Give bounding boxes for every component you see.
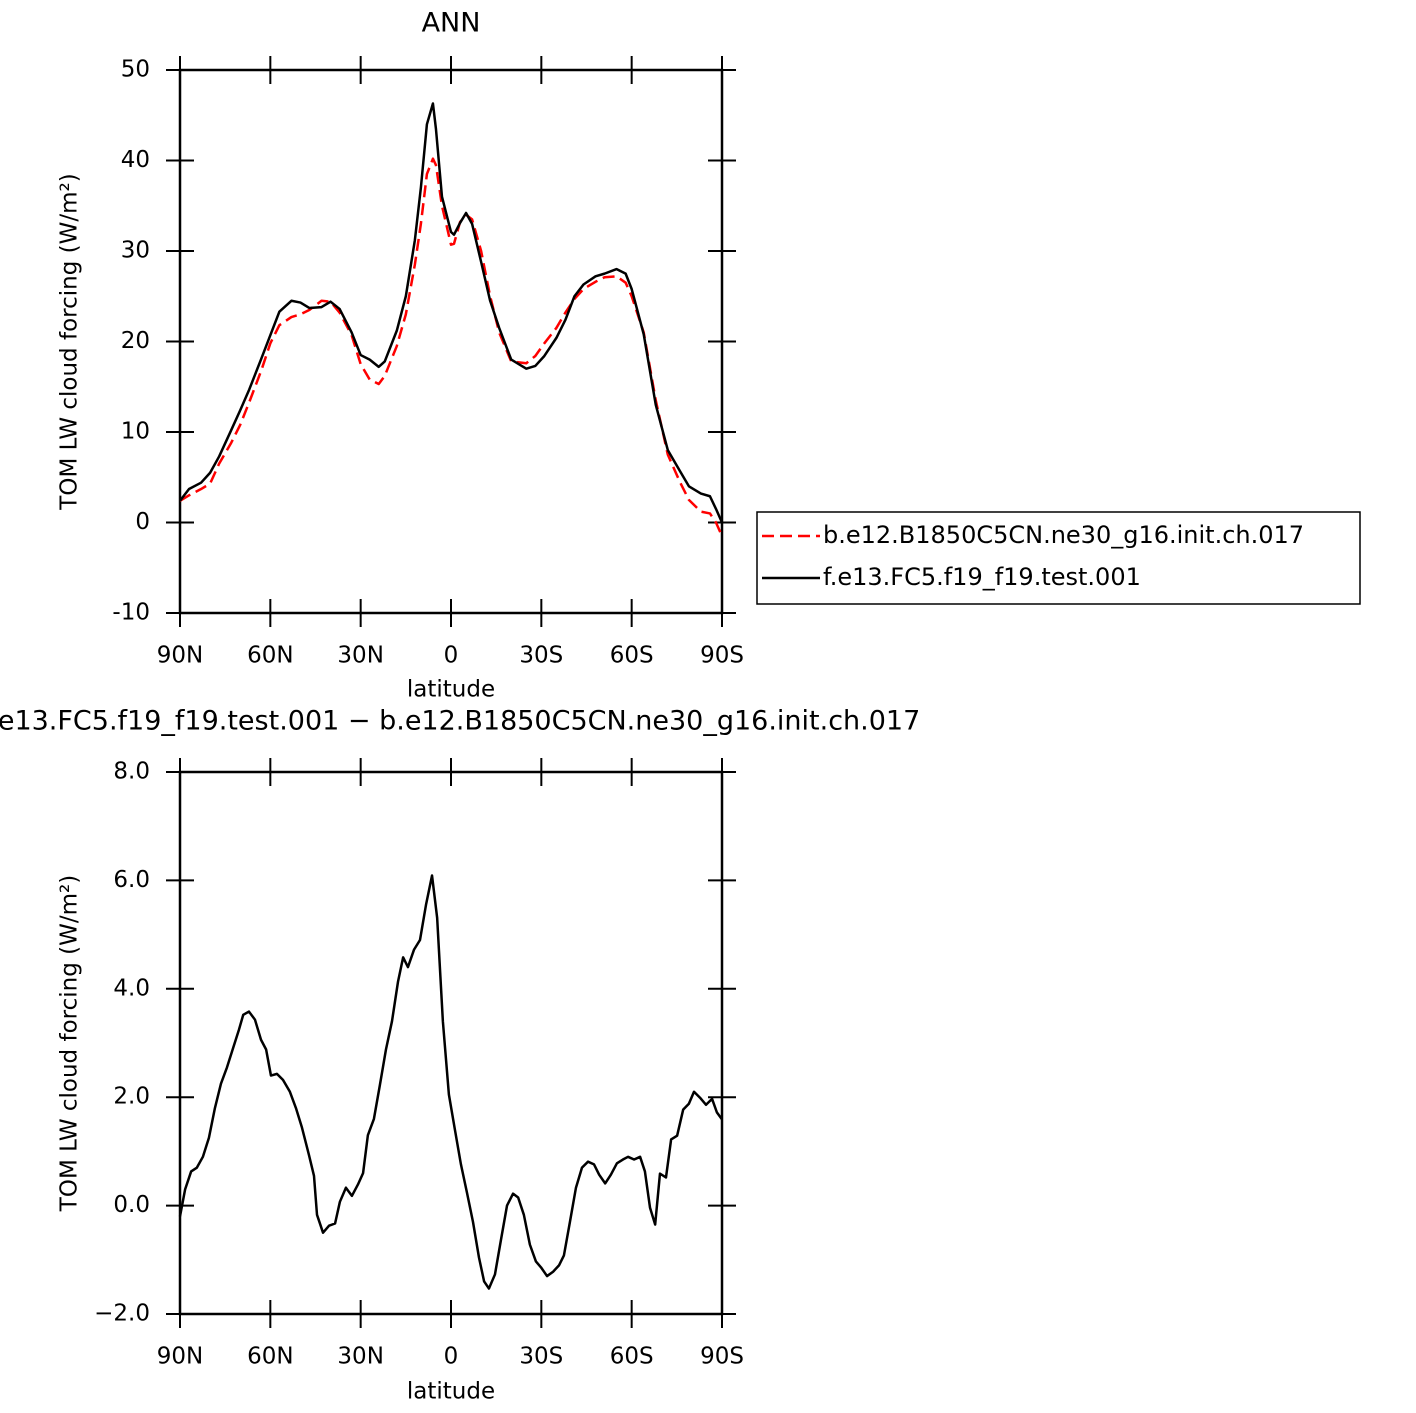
y-tick-label: 8.0: [113, 759, 150, 785]
y-tick-label: 4.0: [113, 975, 150, 1001]
plot-frame: [178, 770, 724, 1316]
x-tick-label: 0: [444, 1344, 459, 1370]
series-line: [179, 102, 724, 524]
x-tick-label: 60N: [247, 643, 293, 669]
y-tick-label: 0.0: [113, 1192, 150, 1218]
y-tick-label: 6.0: [113, 867, 150, 893]
y-tick-label: 0: [135, 509, 150, 535]
legend-label: f.e13.FC5.f19_f19.test.001: [823, 563, 1141, 591]
y-tick-label: 10: [121, 419, 150, 445]
x-tick-label: 90S: [700, 643, 744, 669]
y-tick-label: −2.0: [94, 1301, 150, 1327]
x-tick-label: 30N: [337, 643, 383, 669]
x-axis-label: latitude: [407, 1379, 495, 1405]
y-tick-label: 2.0: [113, 1084, 150, 1110]
x-tick-label: 30S: [519, 643, 563, 669]
plot-frame: [178, 68, 724, 615]
x-tick-label: 90N: [157, 643, 203, 669]
y-tick-label: 40: [121, 147, 150, 173]
x-tick-label: 30N: [337, 1344, 383, 1370]
y-tick-label: 20: [121, 328, 150, 354]
legend-box: [756, 511, 1361, 605]
x-axis-label: latitude: [407, 677, 495, 703]
x-tick-label: 60N: [247, 1344, 293, 1370]
y-tick-label: -10: [112, 600, 150, 626]
chart-title: f.e13.FC5.f19_f19.test.001 − b.e12.B1850…: [0, 706, 920, 737]
y-axis-label: TOM LW cloud forcing (W/m²): [57, 875, 83, 1212]
x-tick-label: 0: [444, 643, 459, 669]
legend-label: b.e12.B1850C5CN.ne30_g16.init.ch.017: [823, 521, 1304, 549]
y-tick-label: 30: [121, 238, 150, 264]
series-line: [179, 157, 724, 537]
y-axis-label: TOM LW cloud forcing (W/m²): [57, 173, 83, 510]
x-tick-label: 60S: [610, 1344, 654, 1370]
series-line: [178, 874, 724, 1290]
x-tick-label: 30S: [519, 1344, 563, 1370]
chart-title: ANN: [422, 8, 481, 39]
x-tick-label: 60S: [610, 643, 654, 669]
y-tick-label: 50: [121, 57, 150, 83]
x-tick-label: 90N: [157, 1344, 203, 1370]
x-tick-label: 90S: [700, 1344, 744, 1370]
